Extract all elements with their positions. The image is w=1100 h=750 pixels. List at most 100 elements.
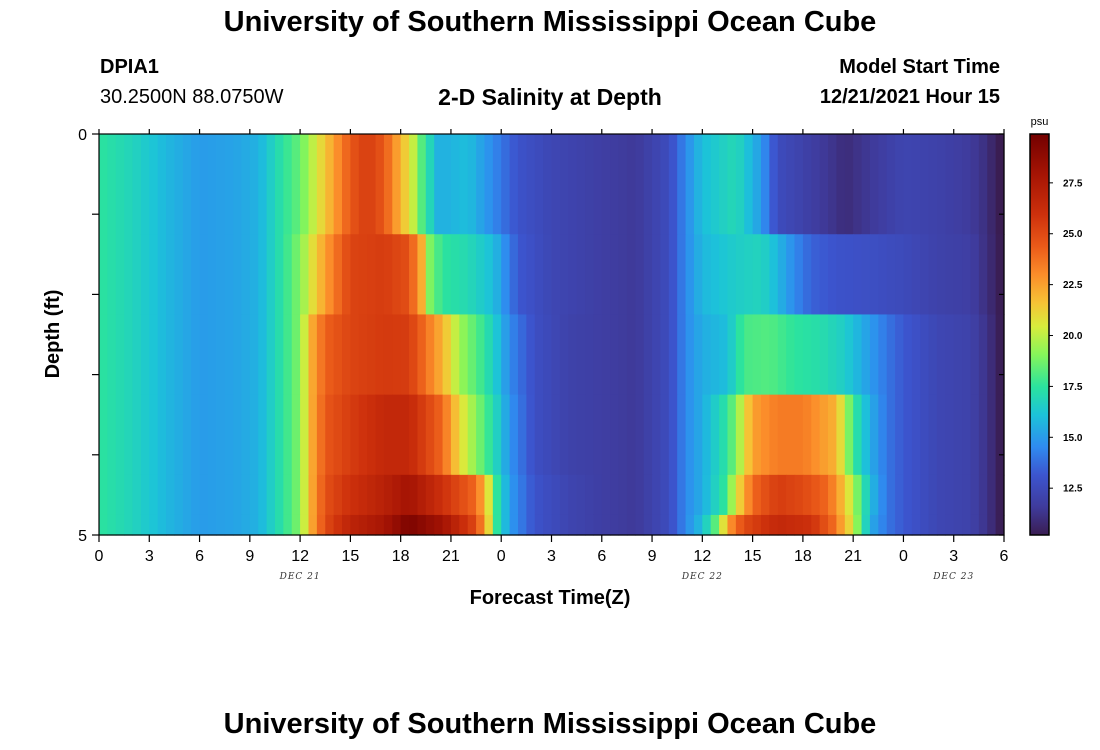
heatmap-cell	[635, 474, 645, 516]
heatmap-cell	[987, 234, 997, 316]
heatmap-cell	[149, 234, 159, 316]
heatmap-cell	[358, 474, 368, 516]
heatmap-cell	[509, 234, 519, 316]
heatmap-cell	[467, 234, 477, 316]
heatmap-cell	[618, 234, 628, 316]
heatmap-cell	[568, 134, 578, 235]
heatmap-cell	[409, 514, 419, 536]
heatmap-cell	[174, 474, 184, 516]
heatmap-cell	[333, 514, 343, 536]
heatmap-cell	[501, 134, 511, 235]
heatmap-cell	[702, 514, 712, 536]
heatmap-cell	[367, 394, 377, 476]
heatmap-cell	[224, 134, 234, 235]
heatmap-cell	[869, 514, 879, 536]
heatmap-cell	[224, 514, 234, 536]
heatmap-cell	[316, 134, 326, 235]
heatmap-cell	[895, 394, 905, 476]
heatmap-cell	[693, 394, 703, 476]
heatmap-cell	[668, 474, 678, 516]
heatmap-cell	[744, 234, 754, 316]
heatmap-cell	[719, 134, 729, 235]
heatmap-cell	[174, 314, 184, 396]
heatmap-cell	[115, 514, 125, 536]
heatmap-cell	[551, 474, 561, 516]
heatmap-cell	[316, 394, 326, 476]
heatmap-cell	[350, 394, 360, 476]
date-label: DEC 21	[279, 572, 321, 582]
heatmap-cell	[769, 394, 779, 476]
heatmap-cell	[157, 514, 167, 536]
heatmap-cell	[99, 474, 108, 516]
model-start-time: 12/21/2021 Hour 15	[819, 86, 1000, 108]
heatmap-cell	[618, 394, 628, 476]
heatmap-cell	[140, 474, 150, 516]
heatmap-cell	[115, 134, 125, 235]
heatmap-cell	[291, 234, 301, 316]
heatmap-cell	[300, 474, 310, 516]
heatmap-cell	[266, 314, 276, 396]
heatmap-cell	[878, 394, 888, 476]
heatmap-cell	[710, 514, 720, 536]
x-tick-label: 3	[547, 548, 556, 565]
heatmap-cell	[895, 514, 905, 536]
heatmap-cell	[836, 234, 846, 316]
heatmap-cell	[358, 514, 368, 536]
heatmap-cell	[182, 134, 192, 235]
x-tick-label: 9	[648, 548, 657, 565]
heatmap-cell	[534, 514, 544, 536]
heatmap-cell	[274, 474, 284, 516]
heatmap-cell	[987, 134, 997, 235]
station-id: DPIA1	[100, 56, 159, 78]
x-tick-label: 0	[497, 548, 506, 565]
heatmap-cell	[685, 314, 695, 396]
heatmap-cell	[786, 134, 796, 235]
heatmap-cell	[300, 394, 310, 476]
heatmap-cell	[316, 314, 326, 396]
heatmap-cell	[199, 474, 209, 516]
heatmap-cell	[819, 134, 829, 235]
heatmap-cell	[476, 514, 486, 536]
heatmap-cell	[392, 394, 402, 476]
date-label: DEC 23	[932, 572, 974, 582]
heatmap-cell	[945, 314, 955, 396]
x-tick-label: 3	[949, 548, 958, 565]
heatmap-cell	[744, 474, 754, 516]
heatmap-cell	[375, 394, 385, 476]
heatmap-cell	[585, 134, 594, 235]
heatmap-cell	[769, 234, 779, 316]
x-tick-label: 6	[1000, 548, 1009, 565]
heatmap-cell	[233, 514, 243, 536]
heatmap-cell	[844, 134, 854, 235]
heatmap-cell	[157, 394, 167, 476]
heatmap-cell	[107, 474, 117, 516]
heatmap-cell	[945, 234, 955, 316]
heatmap-cell	[928, 514, 938, 536]
heatmap-cell	[534, 394, 544, 476]
heatmap-cell	[509, 474, 519, 516]
heatmap-cell	[769, 134, 779, 235]
date-label: DEC 22	[681, 572, 723, 582]
heatmap-cell	[367, 134, 377, 235]
heatmap-cell	[828, 514, 838, 536]
heatmap-cell	[878, 134, 888, 235]
heatmap-cell	[233, 234, 243, 316]
heatmap-cell	[316, 474, 326, 516]
heatmap-cell	[652, 514, 662, 536]
heatmap-cell	[191, 314, 201, 396]
heatmap-cell	[978, 314, 988, 396]
heatmap-cell	[358, 134, 368, 235]
heatmap-cell	[459, 514, 469, 536]
heatmap-cell	[358, 234, 368, 316]
x-tick-label: 21	[442, 548, 460, 565]
heatmap-cell	[392, 474, 402, 516]
heatmap-cell	[727, 234, 737, 316]
heatmap-cell	[199, 134, 209, 235]
heatmap-cell	[869, 394, 879, 476]
heatmap-cell	[945, 394, 955, 476]
heatmap-cell	[794, 314, 804, 396]
heatmap-cell	[886, 394, 896, 476]
x-axis-label: Forecast Time(Z)	[470, 587, 631, 609]
heatmap-cell	[962, 234, 972, 316]
heatmap-cell	[450, 514, 460, 536]
